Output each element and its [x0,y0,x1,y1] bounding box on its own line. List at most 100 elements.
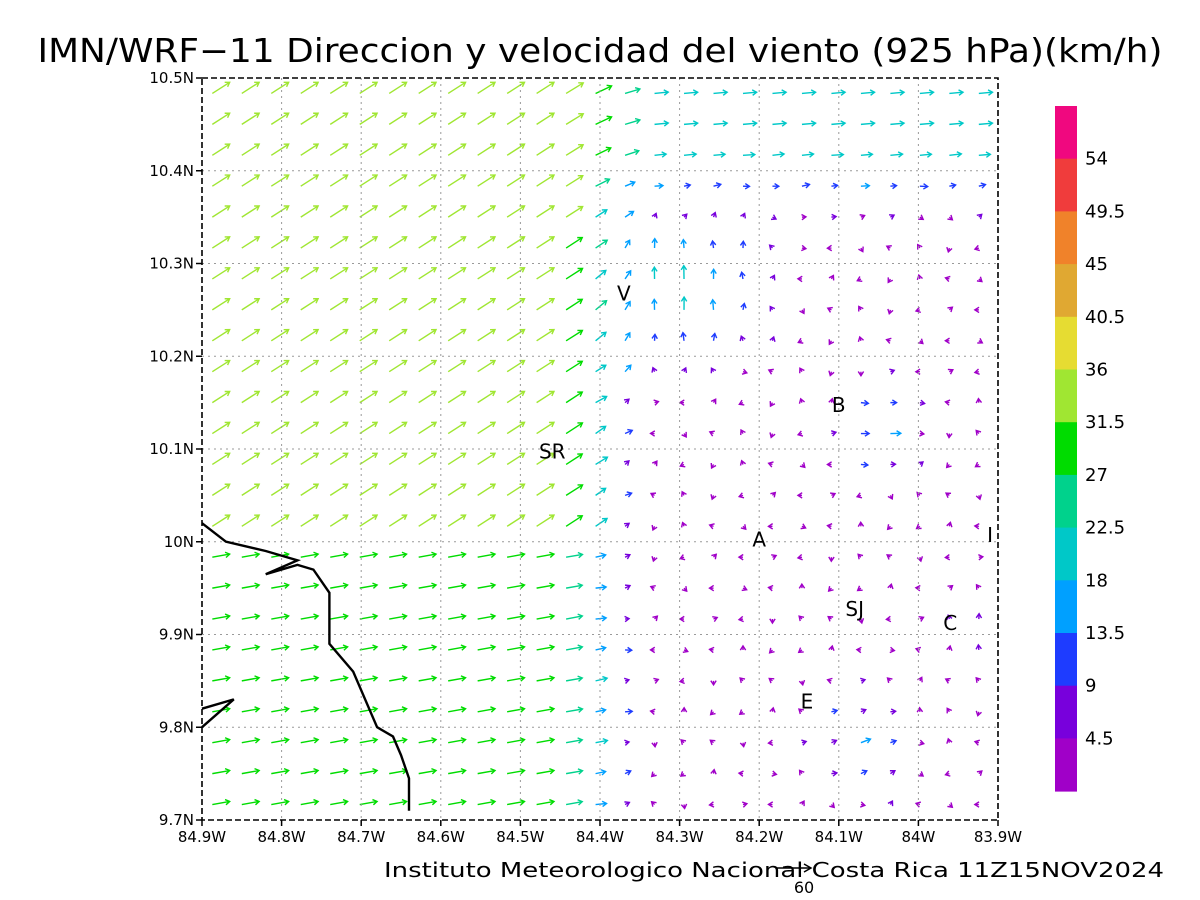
wind-vector [241,390,261,404]
colorbar-segment [1055,527,1077,581]
wind-vector [742,183,751,190]
wind-vector [828,397,835,404]
wind-vector [212,737,231,744]
wind-vector [651,333,658,341]
wind-vector [595,584,608,591]
reference-vector-label: 60 [794,878,814,897]
wind-vector [477,174,497,187]
wind-vector [683,89,699,96]
wind-vector [595,364,607,373]
wind-vector [887,493,894,501]
wind-vector [418,551,438,559]
wind-vector [770,491,777,498]
wind-vector [831,120,847,127]
wind-vector [506,205,526,218]
wind-vector [477,390,497,404]
wind-vector [359,359,379,373]
wind-vector [595,115,613,126]
wind-vector [740,212,747,219]
wind-vector [448,737,467,744]
wind-vector [708,523,715,530]
wind-vector [271,767,290,775]
wind-vector [919,183,929,190]
wind-vector [887,582,894,590]
wind-vector [769,401,776,408]
x-tick-label: 84.1W [815,828,863,846]
colorbar-label: 4.5 [1085,728,1114,749]
wind-vector [388,267,408,280]
wind-vector [477,483,497,496]
wind-vector [710,462,717,470]
wind-vector [506,390,526,404]
wind-vector [680,238,687,249]
wind-vector [679,461,686,468]
wind-vector [680,706,688,713]
wind-vector [885,245,892,251]
wind-vector [565,422,584,435]
wind-vector [623,459,630,466]
wind-vector [828,556,835,563]
wind-vector [300,328,320,342]
wind-vector [418,143,438,156]
wind-vector [448,644,467,651]
wind-vector [974,461,981,468]
colorbar-label: 45 [1085,254,1108,275]
wind-vector [710,332,718,341]
wind-vector [565,737,584,744]
wind-vector [653,399,660,406]
wind-vector [742,89,758,96]
wind-vector [978,182,987,189]
wind-vector [742,151,757,159]
wind-vector [975,583,982,590]
colorbar-segment [1055,422,1077,476]
wind-vector [477,767,497,775]
wind-vector [947,368,954,375]
wind-vector [418,737,438,744]
wind-vector [595,146,612,156]
wind-vector [624,584,632,591]
wind-vector [507,798,526,806]
wind-vector [300,143,320,156]
wind-vector [447,452,467,466]
wind-vector [447,267,467,280]
wind-vector [890,151,904,158]
colorbar-segment [1055,316,1077,370]
wind-vector [388,390,408,404]
wind-vector [710,398,717,405]
colorbar-segment [1055,685,1077,739]
wind-vector [595,615,608,622]
wind-vector [359,267,379,280]
wind-vector [536,174,556,187]
y-tick-label: 9.8N [159,718,194,736]
wind-vector [270,236,290,249]
colorbar-label: 54 [1085,149,1108,170]
wind-vector [271,737,290,744]
wind-vector [769,335,776,343]
x-tick-label: 84.7W [337,828,385,846]
wind-vector [565,613,584,620]
wind-vector [418,267,438,280]
wind-vector [681,431,687,438]
x-tick-label: 84.5W [496,828,544,846]
wind-vector [418,174,438,187]
wind-vector [826,523,833,530]
wind-vector [856,585,863,592]
wind-vector [241,483,261,496]
wind-vector [536,644,556,651]
wind-vector [507,613,526,620]
wind-vector [418,390,438,404]
wind-vector [330,551,349,559]
wind-vector [946,521,953,528]
wind-vector [359,582,379,589]
wind-vector [270,359,290,373]
wind-vector [860,182,871,190]
wind-vector [565,582,584,590]
wind-vector [831,151,845,159]
wind-vector [944,275,951,283]
wind-vector [826,306,833,313]
wind-vector [329,174,349,187]
wind-vector [388,174,408,187]
wind-vector [536,359,556,373]
wind-vector [946,707,953,714]
wind-vector [797,337,804,344]
